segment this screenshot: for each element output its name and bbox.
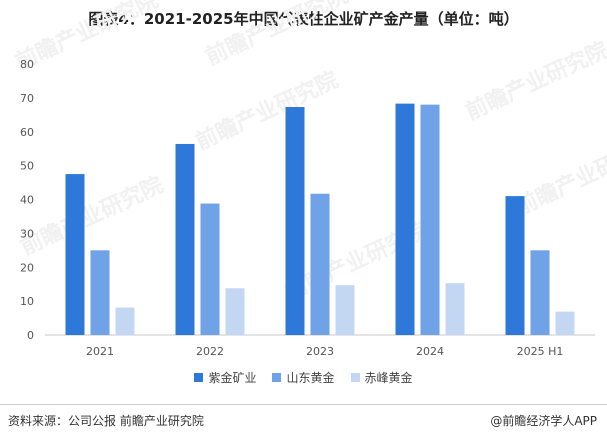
legend-label: 赤峰黄金 [364,371,413,385]
x-tick-label: 2024 [416,345,444,358]
footer-divider [0,404,607,405]
y-tick-label: 10 [20,295,34,308]
watermark-text: 前瞻产业研究院 [512,132,607,221]
legend-swatch [272,373,282,382]
source-note: 资料来源：公司公报 前瞻产业研究院 [8,414,204,428]
bar-chifeng [225,288,245,335]
bar-zijin [395,103,415,335]
watermark-text: 前瞻产业研究院 [192,67,343,156]
legend-label: 山东黄金 [286,371,335,385]
legend-item: 赤峰黄金 [350,369,413,386]
y-tick-label: 70 [20,92,34,105]
x-tick-label: 2022 [196,345,224,358]
legend-label: 紫金矿业 [208,371,257,385]
legend-item: 紫金矿业 [194,369,256,386]
y-tick-label: 80 [20,58,34,71]
y-tick-label: 40 [20,194,34,207]
y-tick-label: 20 [20,261,34,274]
bar-shandong [420,104,440,336]
legend-swatch [194,373,204,382]
y-tick-label: 50 [20,160,34,173]
legend-swatch [350,373,360,382]
bar-shandong [90,250,110,335]
chart-title: 图表4：2021-2025年中国代表性企业矿产金产量（单位：吨） [88,10,519,28]
watermark-text: 前瞻产业研究院 [462,37,607,126]
bar-zijin [65,174,85,335]
x-tick-label: 2021 [86,345,114,358]
bar-zijin [285,107,305,336]
bar-chifeng [555,311,575,335]
bar-shandong [310,193,330,335]
bar-chifeng [445,283,465,335]
watermark-text: 前瞻产业研究院 [202,0,353,70]
watermark-text: 前瞻产业研究院 [12,0,163,75]
x-tick-label: 2025 H1 [517,345,564,358]
bar-chifeng [115,307,135,335]
y-tick-label: 0 [27,329,34,342]
bar-zijin [505,196,525,335]
bar-shandong [530,250,550,335]
bar-zijin [175,143,195,335]
y-tick-label: 60 [20,126,34,139]
y-tick-label: 30 [20,227,34,240]
watermark-text: 前瞻产业研究院 [17,172,168,261]
bar-shandong [200,203,220,335]
bar-chifeng [335,285,355,335]
credit-note: @前瞻经济学人APP [490,414,597,428]
legend-item: 山东黄金 [272,369,335,386]
legend: 紫金矿业 山东黄金 赤峰黄金 [0,369,607,386]
x-tick-label: 2023 [306,345,334,358]
